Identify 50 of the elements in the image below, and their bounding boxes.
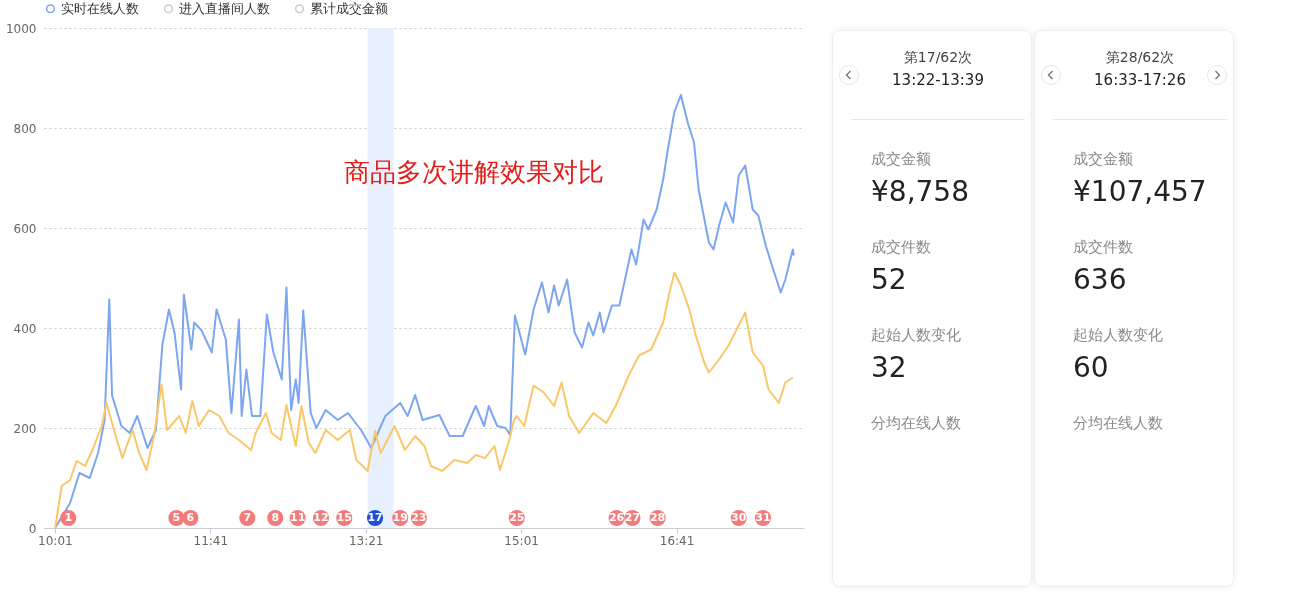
- annotation: 19: [392, 511, 408, 524]
- annotation: 6: [186, 511, 195, 524]
- annotation: 11: [289, 511, 306, 524]
- y-tick-label: 400: [13, 321, 37, 336]
- text: 起始人数变化: [871, 326, 962, 345]
- annotation: 1: [64, 511, 73, 524]
- annotation: 26: [608, 511, 625, 524]
- x-tick-label: 10:01: [38, 533, 73, 548]
- x-tick-label: 11:41: [193, 533, 229, 548]
- annotation: 15: [336, 511, 352, 524]
- text: 52: [871, 263, 908, 296]
- text: 起始人数变化: [1073, 326, 1164, 345]
- annotation: 7: [243, 511, 252, 524]
- text: ¥107,457: [1073, 175, 1208, 208]
- text: 分均在线人数: [1073, 414, 1164, 433]
- annotation: 商品多次讲解效果对比: [344, 157, 604, 187]
- text: 第17/62次: [902, 49, 974, 67]
- text: 第28/62次: [1104, 49, 1176, 67]
- x-tick-label: 16:41: [659, 533, 695, 548]
- annotation: 30: [731, 511, 747, 524]
- text: 成交金额: [871, 150, 932, 169]
- text: 分均在线人数: [871, 414, 962, 433]
- annotation: 12: [313, 511, 329, 524]
- text: 636: [1073, 263, 1128, 296]
- annotation: 5: [172, 511, 181, 524]
- annotation: 8: [271, 511, 280, 524]
- legend-label: 实时在线人数: [61, 0, 139, 16]
- annotation: 31: [755, 511, 771, 524]
- y-tick-label: 800: [13, 121, 37, 136]
- annotation: 25: [509, 511, 525, 524]
- text: 成交件数: [1073, 238, 1134, 257]
- text: 成交金额: [1073, 150, 1134, 169]
- text: 60: [1073, 351, 1110, 384]
- legend-label: 进入直播间人数: [179, 0, 270, 16]
- legend-label: 累计成交金额: [310, 0, 388, 16]
- x-tick-label: 13:21: [348, 533, 384, 548]
- y-tick-label: 600: [13, 221, 37, 236]
- annotation: 28: [649, 511, 666, 524]
- annotation: 23: [411, 511, 427, 524]
- y-tick-label: 200: [13, 421, 37, 436]
- text: ¥8,758: [871, 175, 970, 208]
- text: 32: [871, 351, 908, 384]
- annotation: 17: [367, 511, 383, 524]
- text: 13:22-13:39: [891, 71, 985, 89]
- x-tick-label: 15:01: [504, 533, 539, 548]
- annotation: 27: [624, 511, 641, 524]
- text: 成交件数: [871, 238, 932, 257]
- text: 16:33-17:26: [1093, 71, 1187, 89]
- y-tick-label: 0: [28, 521, 37, 536]
- y-tick-label: 1000: [5, 21, 37, 36]
